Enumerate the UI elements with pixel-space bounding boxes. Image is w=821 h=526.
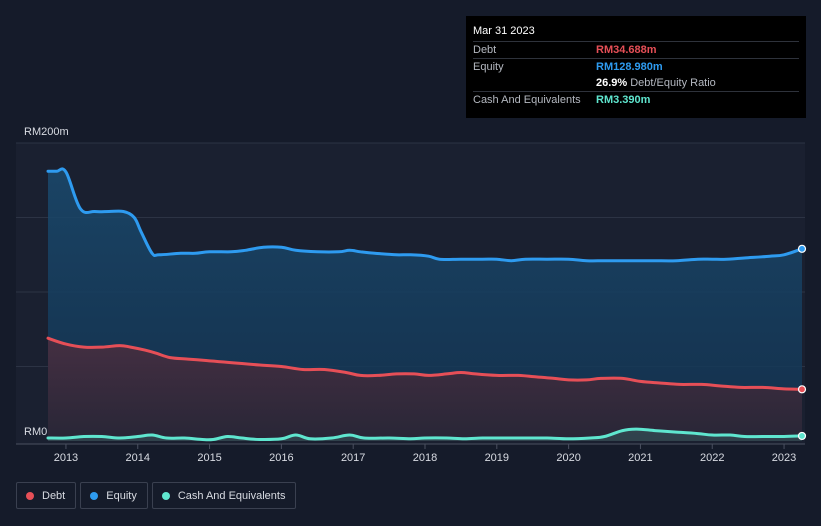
tooltip-debt-row: Debt RM34.688m (473, 41, 799, 58)
tooltip-equity-value: RM128.980m (596, 61, 663, 73)
x-tick-label-2019: 2019 (485, 452, 509, 464)
legend-equity-dot-icon (90, 491, 99, 500)
tooltip-ratio-label: Debt/Equity Ratio (630, 77, 716, 89)
x-tick-label-2014: 2014 (126, 452, 150, 464)
debt-line (46, 336, 804, 391)
tooltip-cash-value: RM3.390m (596, 94, 651, 106)
tooltip-equity-label: Equity (473, 61, 504, 73)
legend-debt-dot-icon (26, 491, 34, 500)
tooltip-debt-label: Debt (473, 44, 497, 56)
x-tick-label-2021: 2021 (628, 452, 652, 464)
x-tick-label-2017: 2017 (341, 452, 365, 464)
tooltip-ratio-value: 26.9% (596, 77, 628, 89)
legend-cash-toggle[interactable]: Cash And Equivalents (151, 482, 297, 509)
chart-legend: Debt Equity Cash And Equivalents (16, 482, 297, 509)
cash-and-equivalents-line (46, 427, 804, 442)
x-tick-label-2023: 2023 (772, 452, 796, 464)
legend-equity-toggle[interactable]: Equity (80, 482, 148, 509)
x-tick-label-2013: 2013 (54, 452, 78, 464)
cash-and-equivalents-endpoint-marker (797, 431, 807, 441)
legend-cash-label: Cash And Equivalents (177, 489, 286, 502)
legend-cash-dot-icon (161, 491, 170, 500)
tooltip-equity-row: Equity RM128.980m (473, 58, 799, 75)
debt-endpoint-marker (797, 385, 807, 394)
x-tick-label-2018: 2018 (413, 452, 437, 464)
y-axis-bottom-label: RM0 (24, 426, 47, 438)
x-tick-label-2022: 2022 (700, 452, 724, 464)
tooltip-debt-value: RM34.688m (596, 44, 657, 56)
x-axis-ticks: 2013 2014 2015 2016 2017 2018 2019 2020 2021 2022… (54, 444, 796, 464)
tooltip-cash-label: Cash And Equivalents (473, 94, 581, 106)
equity-endpoint-marker (797, 244, 807, 253)
tooltip-ratio-row: 26.9% Debt/Equity Ratio (473, 75, 799, 91)
tooltip-cash-row: Cash And Equivalents RM3.390m (473, 91, 799, 108)
x-tick-label-2016: 2016 (269, 452, 293, 464)
legend-equity-label: Equity (106, 489, 137, 502)
x-tick-label-2020: 2020 (556, 452, 580, 464)
x-tick-label-2015: 2015 (197, 452, 221, 464)
y-axis-top-label: RM200m (24, 126, 69, 138)
legend-debt-toggle[interactable]: Debt (16, 482, 77, 509)
tooltip-date: Mar 31 2023 (473, 25, 535, 37)
equity-line (46, 167, 804, 263)
legend-debt-label: Debt (42, 489, 66, 502)
data-tooltip: Mar 31 2023 Debt RM34.688m Equity RM128.… (466, 16, 806, 118)
